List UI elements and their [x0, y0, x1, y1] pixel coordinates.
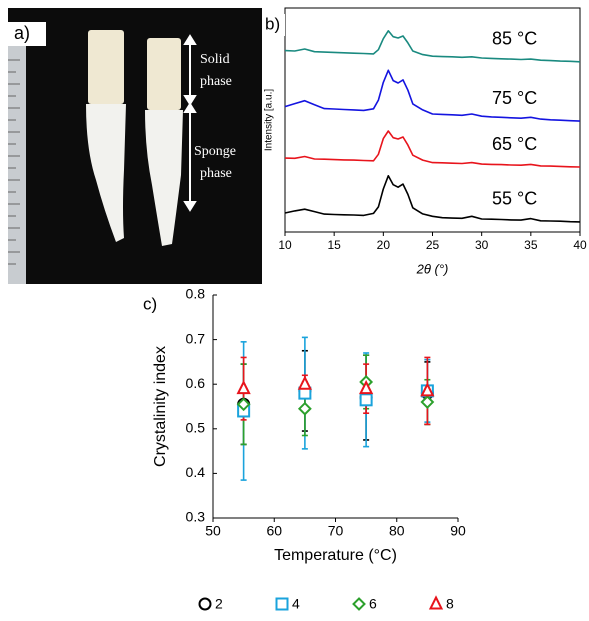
panel-label: c)	[143, 294, 157, 313]
x-axis-label: 2θ (°)	[416, 261, 449, 276]
marker	[236, 397, 251, 412]
marker	[236, 379, 251, 395]
solid-label: phase	[200, 74, 232, 89]
xrd-line	[284, 30, 581, 63]
xrd-line	[284, 69, 581, 122]
x-tick-label: 60	[266, 523, 282, 539]
marker	[420, 382, 435, 397]
solid-part	[147, 38, 181, 110]
x-tick-label: 30	[475, 238, 489, 252]
x-tick-label: 35	[524, 238, 538, 252]
legend-label: 6	[369, 596, 377, 612]
solid-part	[88, 30, 124, 104]
legend-label: 4	[292, 596, 300, 612]
x-tick-label: 50	[205, 523, 221, 539]
x-tick-label: 40	[573, 238, 587, 252]
y-tick-label: 0.4	[186, 464, 206, 480]
x-tick-label: 90	[450, 523, 466, 539]
panel-label: a)	[14, 23, 30, 43]
legend-marker	[352, 597, 366, 611]
x-tick-label: 80	[389, 523, 405, 539]
sponge-label: phase	[200, 166, 232, 181]
legend-label: 8	[446, 596, 454, 612]
x-tick-label: 15	[327, 238, 341, 252]
x-tick-label: 25	[426, 238, 440, 252]
x-tick-label: 70	[328, 523, 344, 539]
legend-marker	[198, 597, 212, 611]
photo: a) Solid phase Sponge phase	[8, 8, 262, 284]
sponge-part	[145, 110, 183, 246]
panel-label: b)	[265, 14, 280, 33]
marker	[359, 393, 373, 407]
x-tick-label: 20	[377, 238, 391, 252]
phase-arrows	[183, 34, 197, 212]
marker	[297, 375, 312, 390]
series-label: 55 °C	[492, 189, 537, 209]
legend-marker	[428, 595, 444, 610]
x-tick-label: 10	[278, 238, 292, 252]
legend-marker	[275, 597, 289, 611]
marker	[359, 379, 374, 395]
y-tick-label: 0.6	[186, 375, 206, 391]
marker	[297, 401, 312, 416]
series-label: 65 °C	[492, 134, 537, 154]
xrd-line	[284, 175, 581, 223]
xrd-line	[284, 130, 581, 168]
panel-label-box	[265, 14, 285, 36]
marker	[420, 395, 435, 409]
ruler	[8, 40, 26, 284]
ruler-ticks	[8, 59, 20, 265]
series-label: 85 °C	[492, 29, 537, 49]
y-axis-label: Intensity [a.u.]	[264, 89, 275, 151]
legend-label: 2	[215, 596, 223, 612]
panel-label-box	[8, 22, 46, 46]
y-axis-label: Crystalinity index	[152, 346, 169, 467]
y-tick-label: 0.8	[186, 286, 206, 302]
y-tick-label: 0.5	[186, 420, 206, 436]
y-tick-label: 0.7	[186, 330, 206, 346]
sponge-part	[86, 104, 126, 242]
y-tick-label: 0.3	[186, 509, 206, 525]
sponge-label: Sponge	[194, 144, 236, 159]
solid-label: Solid	[200, 52, 230, 67]
photo-background	[8, 8, 262, 284]
phase-labels: Solid phase Sponge phase	[194, 52, 236, 181]
series-label: 75 °C	[492, 88, 537, 108]
x-axis-label: Temperature (°C)	[274, 547, 397, 564]
